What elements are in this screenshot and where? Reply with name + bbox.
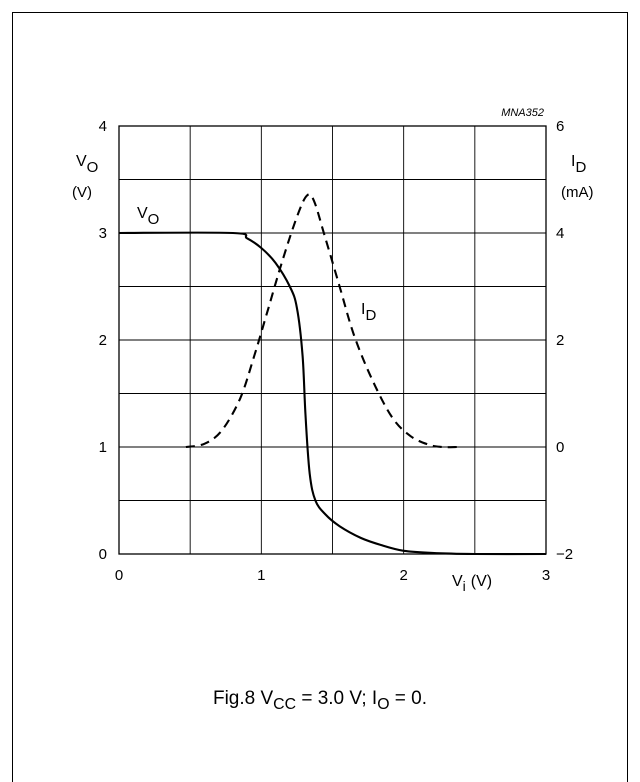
right-axis-title-sub: D bbox=[575, 159, 586, 176]
figure-frame bbox=[12, 12, 628, 782]
left-tick-label: 0 bbox=[99, 546, 107, 563]
x-tick-label: 3 bbox=[542, 567, 550, 584]
series-label-vo: VO bbox=[137, 205, 159, 228]
x-axis-title-sub: i bbox=[463, 578, 466, 594]
vo-curve bbox=[118, 231, 547, 556]
caption-io-value: = 0. bbox=[389, 688, 428, 709]
series-label-vo-sub: O bbox=[148, 211, 160, 228]
caption-vcc-sub: CC bbox=[273, 695, 297, 713]
right-tick-label: 0 bbox=[556, 439, 564, 456]
series-label-id-sub: D bbox=[365, 307, 376, 324]
right-axis-unit: (mA) bbox=[561, 184, 594, 201]
caption-vcc-value: = 3.0 V; I bbox=[296, 688, 378, 709]
left-axis-title: VO bbox=[76, 153, 98, 176]
left-tick-label: 4 bbox=[99, 118, 107, 135]
caption-prefix: Fig.8 V bbox=[212, 688, 274, 709]
series-layer bbox=[118, 193, 547, 556]
caption-io-sub: O bbox=[377, 695, 390, 713]
x-tick-label: 1 bbox=[257, 567, 265, 584]
id-curve bbox=[185, 193, 458, 449]
left-axis-title-main: V bbox=[76, 153, 87, 170]
right-tick-label: 4 bbox=[556, 225, 564, 242]
series-label-id: ID bbox=[361, 301, 376, 324]
right-tick-label: −2 bbox=[556, 546, 573, 563]
right-tick-label: 6 bbox=[556, 118, 564, 135]
figure-caption: Fig.8 VCC = 3.0 V; IO = 0. bbox=[0, 688, 640, 714]
left-tick-label: 1 bbox=[99, 439, 107, 456]
grid bbox=[119, 126, 546, 554]
x-tick-label: 0 bbox=[115, 567, 123, 584]
x-axis-title-unit: (V) bbox=[471, 573, 492, 590]
figure-id: MNA352 bbox=[501, 107, 544, 119]
left-axis-title-sub: O bbox=[87, 159, 99, 176]
right-tick-label: 2 bbox=[556, 332, 564, 349]
left-axis-unit: (V) bbox=[72, 184, 92, 201]
x-axis-title-main: V bbox=[452, 573, 463, 590]
plot-border bbox=[118, 125, 547, 555]
x-tick-label: 2 bbox=[399, 567, 407, 584]
tick-labels: 0 1 2 3 4 −2 0 2 4 6 0 1 2 3 bbox=[99, 118, 573, 584]
right-axis-title-main: I bbox=[571, 153, 575, 170]
left-tick-label: 2 bbox=[99, 332, 107, 349]
plot-area-border bbox=[118, 125, 547, 555]
x-axis-title: Vi (V) bbox=[452, 573, 492, 594]
right-axis-title: ID bbox=[571, 153, 586, 176]
series-label-vo-main: V bbox=[137, 205, 148, 222]
left-tick-label: 3 bbox=[99, 225, 107, 242]
series-label-id-main: I bbox=[361, 301, 365, 318]
